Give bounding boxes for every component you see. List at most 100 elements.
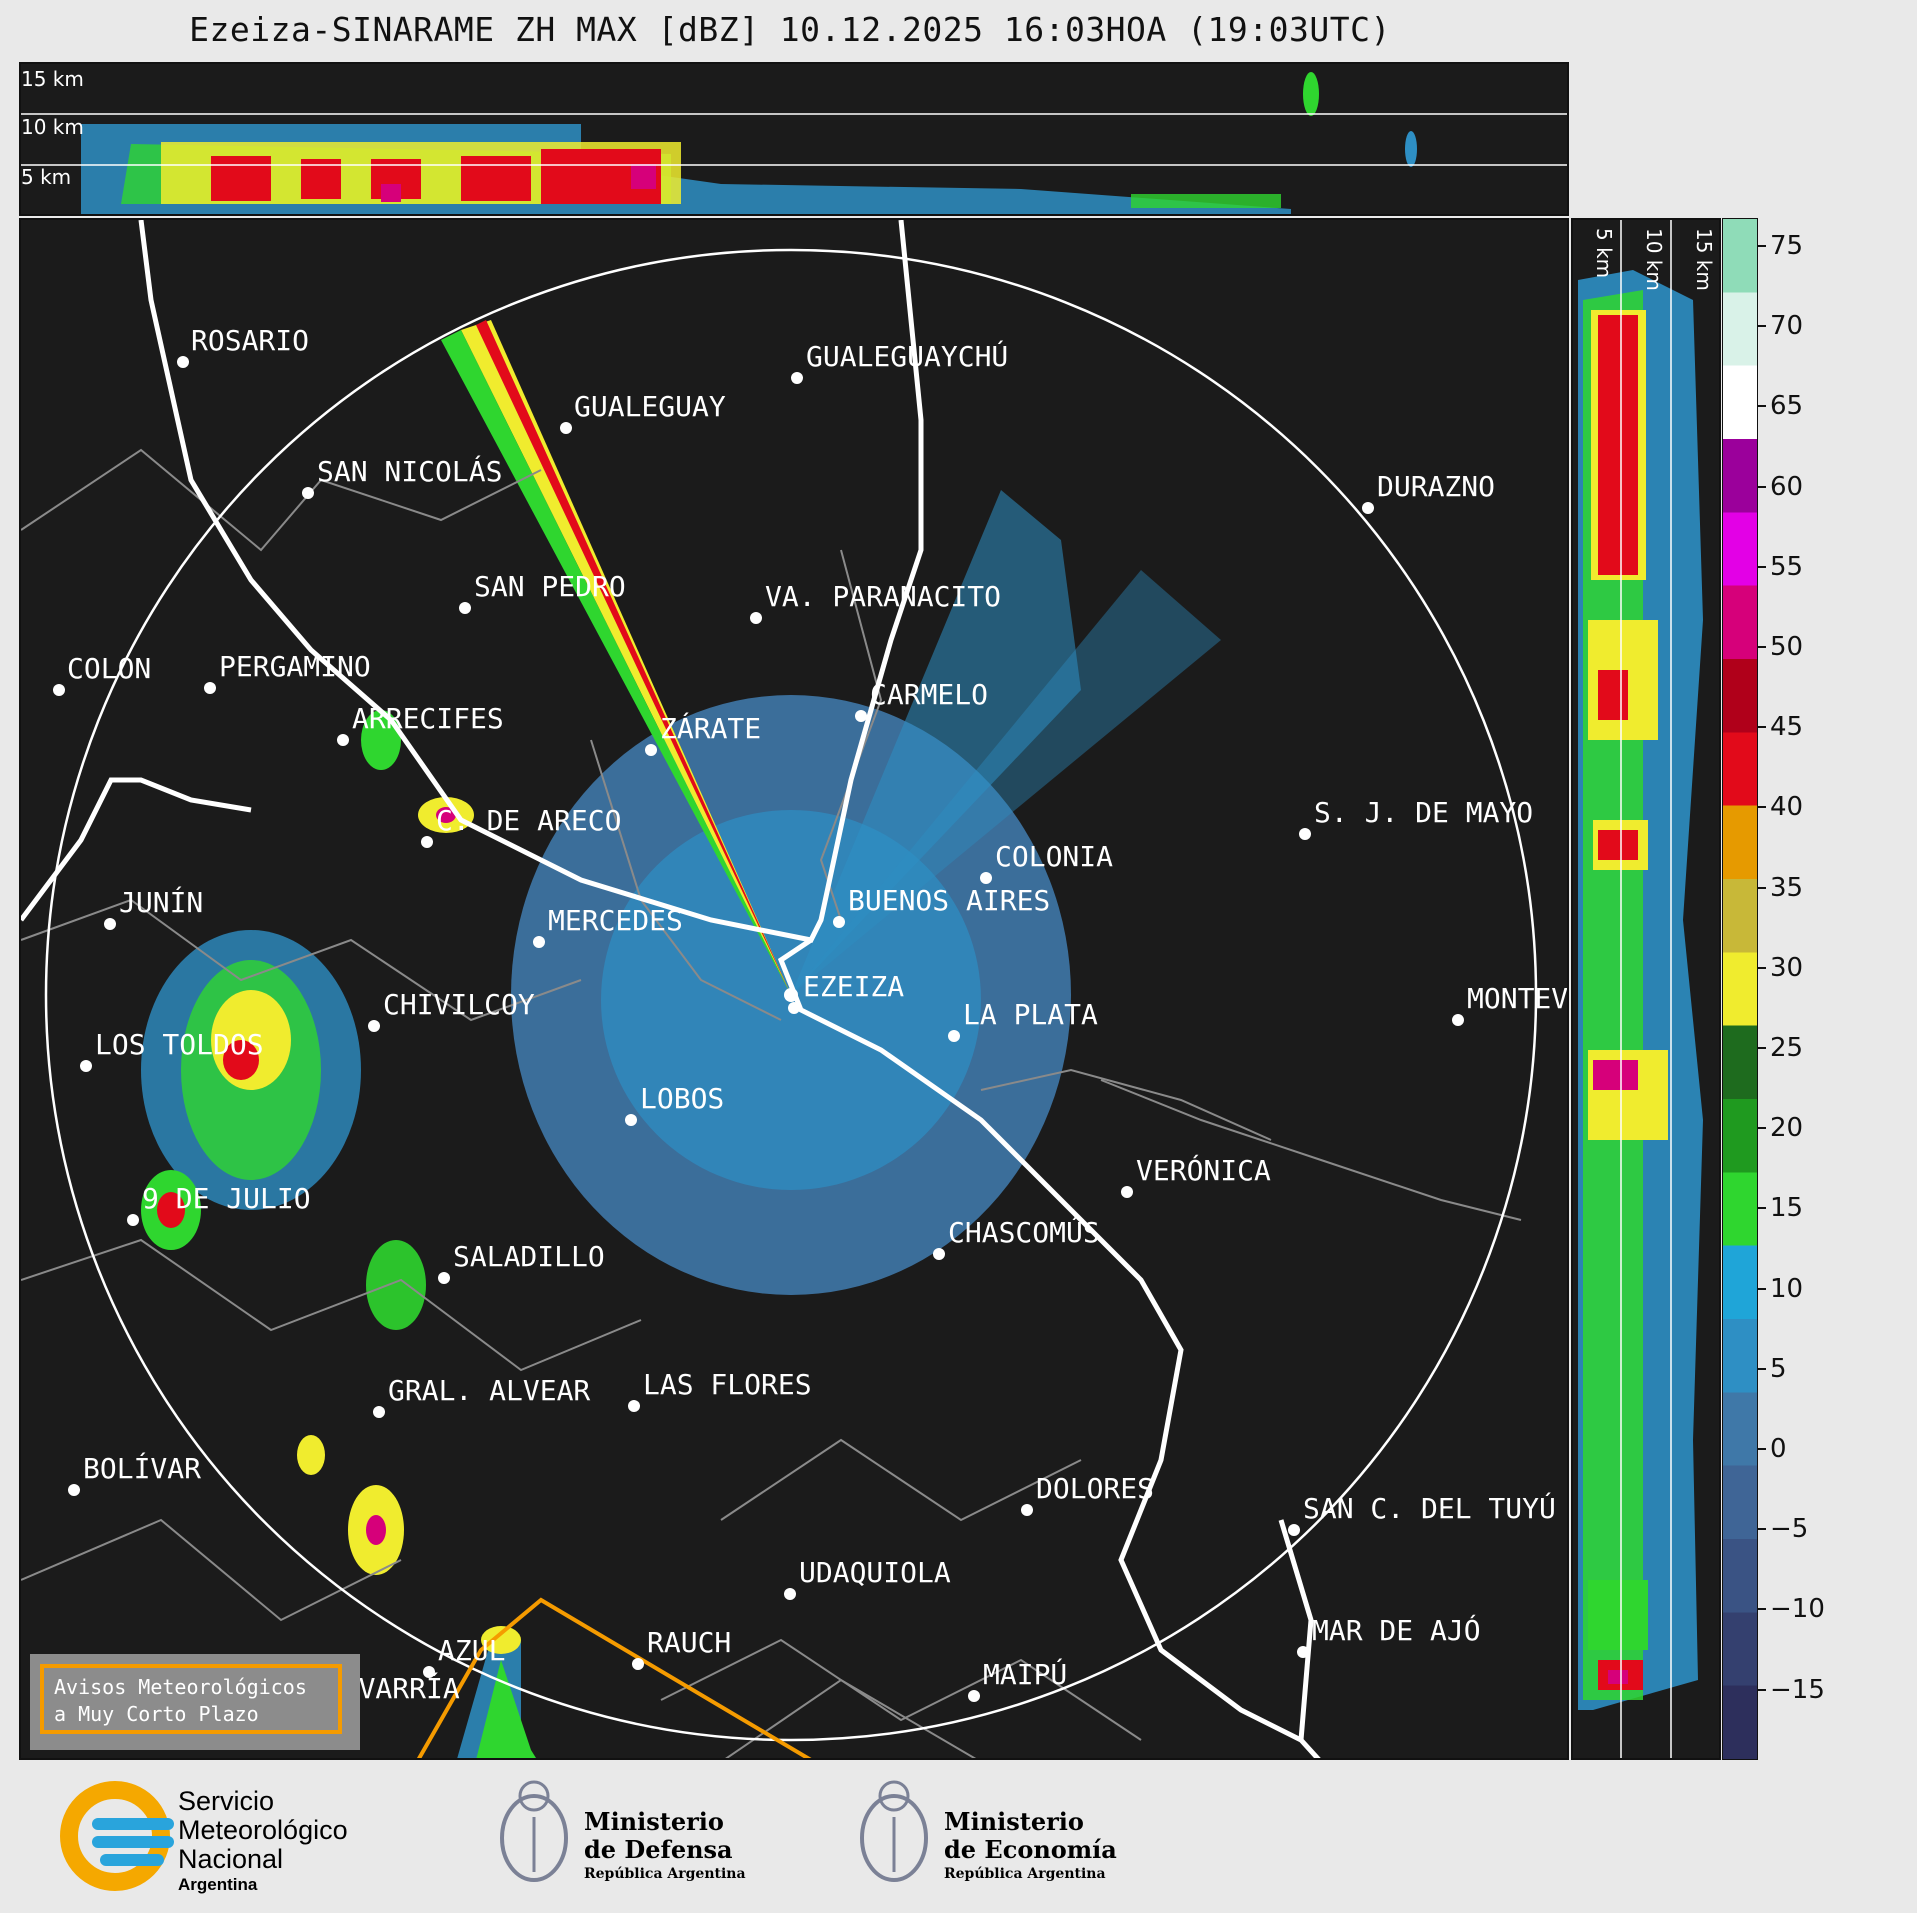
city-label: MONTEV [1467, 982, 1568, 1015]
city-label: COLONIA [995, 840, 1113, 873]
side-height-15km: 15 km [1692, 228, 1716, 291]
colorbar-tick-label: 5 [1770, 1353, 1787, 1384]
colorbar-tick [1758, 1207, 1766, 1210]
city-markers: ROSARIO GUALEGUAYCHÚ GUALEGUAY SAN NICOL… [53, 324, 1568, 1716]
economia-line1: Ministerio [944, 1807, 1084, 1836]
echo-beams-ne [791, 490, 1081, 995]
colorbar-tick-label: 0 [1770, 1434, 1787, 1464]
defensa-line1: Ministerio [584, 1807, 724, 1836]
city-label: GUALEGUAY [574, 390, 726, 423]
city-label: GUALEGUAYCHÚ [806, 339, 1008, 373]
city-label: ROSARIO [191, 324, 309, 357]
colorbar-tick-label: −15 [1770, 1674, 1825, 1705]
economia-line2: de Economía [944, 1835, 1117, 1864]
colorbar-tick-label: 10 [1770, 1273, 1804, 1304]
smn-line3: Nacional [178, 1844, 283, 1874]
colorbar-tick [1758, 1448, 1766, 1450]
city-label: 9 DE JULIO [142, 1182, 311, 1215]
city-label: MAR DE AJÓ [1312, 1613, 1481, 1647]
economia-line3: República Argentina [944, 1866, 1106, 1882]
range-ring [44, 248, 1538, 1742]
defensa-coat-of-arms-icon [500, 1780, 568, 1882]
colorbar-tick [1758, 1367, 1766, 1370]
radar-map[interactable]: ROSARIO GUALEGUAYCHÚ GUALEGUAY SAN NICOL… [19, 218, 1569, 1760]
city-label: JUNÍN [119, 885, 203, 919]
radar-map-plot: ROSARIO GUALEGUAYCHÚ GUALEGUAY SAN NICOL… [21, 220, 1568, 1758]
city-label: SALADILLO [453, 1240, 605, 1273]
side-height-5km: 5 km [1592, 228, 1616, 278]
colorbar-tick-label: 15 [1770, 1193, 1804, 1224]
warning-legend[interactable]: Avisos Meteorológicos a Muy Corto Plazo [30, 1654, 360, 1750]
city-label: CARMELO [870, 678, 988, 711]
page-title: Ezeiza-SINARAME ZH MAX [dBZ] 10.12.2025 … [189, 10, 1391, 49]
colorbar-tick-label: 55 [1770, 551, 1804, 582]
smn-line4: Argentina [178, 1875, 258, 1894]
colorbar-tick-label: 65 [1770, 391, 1804, 422]
colorbar-tick-label: −10 [1770, 1594, 1825, 1625]
height-label-15km: 15 km [21, 67, 84, 91]
city-label: DOLORES [1036, 1472, 1154, 1505]
smn-line2: Meteorológico [178, 1815, 348, 1845]
colorbar-tick [1758, 485, 1766, 488]
height-label-10km: 10 km [21, 115, 84, 139]
colorbar-tick-label: 25 [1770, 1033, 1804, 1063]
radar-site-marker [784, 988, 798, 1002]
city-label: ZÁRATE [660, 711, 761, 745]
economia-coat-of-arms-icon [860, 1780, 928, 1882]
colorbar-tick [1758, 966, 1766, 969]
smn-line1: Servicio [178, 1786, 274, 1816]
city-label: SAN PEDRO [474, 570, 626, 603]
colorbar-tick-label: 20 [1770, 1113, 1804, 1144]
colorbar-tick [1758, 1047, 1766, 1049]
colorbar-tick [1758, 806, 1766, 809]
top-cross-section-plot: 15 km 10 km 5 km [21, 67, 1567, 214]
colorbar-tick-label: 60 [1770, 471, 1804, 502]
city-label: C. DE ARECO [436, 804, 621, 837]
city-label: LA PLATA [963, 998, 1098, 1031]
city-label: LAS FLORES [643, 1368, 812, 1401]
smn-logo-icon [60, 1781, 174, 1891]
colorbar-tick-label: 45 [1770, 712, 1804, 743]
defensa-line2: de Defensa [584, 1835, 733, 1864]
defensa-line3: República Argentina [584, 1866, 746, 1882]
city-label: SAN C. DEL TUYÚ [1303, 1491, 1556, 1525]
colorbar-tick-label: 35 [1770, 872, 1804, 903]
city-label: RAUCH [647, 1626, 731, 1659]
side-cross-section-plot: 5 km 10 km 15 km [1578, 220, 1716, 1758]
city-label: CHIVILCOY [383, 988, 535, 1021]
city-label: MAIPÚ [983, 1657, 1067, 1691]
height-label-5km: 5 km [21, 165, 71, 189]
colorbar-tick-label: 75 [1770, 231, 1804, 261]
colorbar-tick [1758, 1287, 1766, 1290]
city-label: BUENOS AIRES [848, 884, 1050, 917]
city-label: GRAL. ALVEAR [388, 1374, 590, 1407]
colorbar-tick-label: 40 [1770, 792, 1804, 823]
colorbar-tick [1758, 886, 1766, 889]
city-label: MERCEDES [548, 904, 683, 937]
city-label: EZEIZA [803, 970, 904, 1003]
footer: Servicio Meteorológico Nacional Argentin… [0, 1762, 1917, 1909]
colorbar-tick [1758, 245, 1766, 247]
colorbar-tick-label: −5 [1770, 1514, 1809, 1545]
top-cross-section: 15 km 10 km 5 km [19, 62, 1569, 216]
colorbar-tick [1758, 1608, 1766, 1611]
colorbar-tick [1758, 1127, 1766, 1130]
footer-logos: Servicio Meteorológico Nacional Argentin… [60, 1780, 1117, 1894]
colorbar-tick [1758, 726, 1766, 729]
colorbar-tick [1758, 646, 1766, 648]
city-label: ARRECIFES [352, 702, 504, 735]
city-label: VA. PARANACITO [765, 580, 1001, 613]
warning-polygon [416, 1597, 812, 1758]
colorbar-tick-label: 30 [1770, 952, 1804, 983]
colorbar [1722, 218, 1758, 1760]
city-label: CHASCOMÚS [948, 1215, 1100, 1249]
city-label: BOLÍVAR [83, 1451, 201, 1485]
warning-legend-line1: Avisos Meteorológicos [54, 1675, 307, 1699]
colorbar-tick-label: 70 [1770, 311, 1804, 342]
colorbar-tick [1758, 405, 1766, 408]
city-label: SAN NICOLÁS [317, 454, 502, 488]
city-label: PERGAMINO [219, 650, 371, 683]
city-label: LOBOS [640, 1082, 724, 1115]
city-label: LOS TOLDOS [95, 1028, 264, 1061]
colorbar-tick [1758, 565, 1766, 568]
